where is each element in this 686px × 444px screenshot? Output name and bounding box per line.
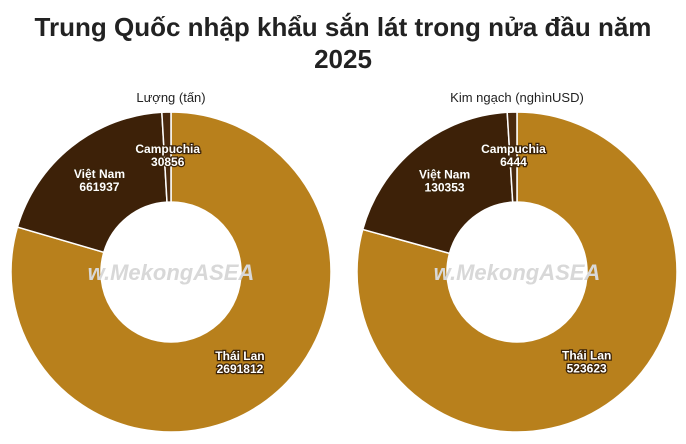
slice-value: 2691812 (217, 362, 264, 376)
slice-label: Campuchia (135, 142, 200, 156)
slice-value: 130353 (425, 181, 465, 195)
chart-subtitle: Lượng (tấn) (136, 90, 205, 105)
donut-slice (356, 111, 678, 433)
slice-label: Thái Lan (562, 348, 611, 362)
watermark: w.MekongASEA (434, 260, 601, 285)
donut-slice (361, 111, 514, 255)
slice-value: 6444 (500, 155, 527, 169)
donut-slice (16, 111, 168, 254)
watermark: w.MekongASEA (88, 260, 255, 285)
slice-value: 661937 (79, 180, 119, 194)
title-line-1: Trung Quốc nhập khẩu sắn lát trong nửa đ… (35, 12, 652, 74)
donut-slice (10, 111, 332, 433)
title-text: 2025 (314, 44, 372, 74)
donut-slice (161, 111, 172, 203)
title-text: Trung Quốc nhập khẩu sắn lát trong nửa đ… (35, 12, 652, 42)
slice-label: Việt Nam (419, 168, 470, 182)
slice-label: Việt Nam (74, 167, 125, 181)
slice-label: Thái Lan (215, 349, 264, 363)
slice-label: Campuchia (481, 142, 546, 156)
chart-subtitle: Kim ngạch (nghìnUSD) (450, 90, 584, 105)
donut-slice (506, 111, 518, 203)
slice-value: 523623 (567, 361, 607, 375)
slice-value: 30856 (151, 155, 185, 169)
